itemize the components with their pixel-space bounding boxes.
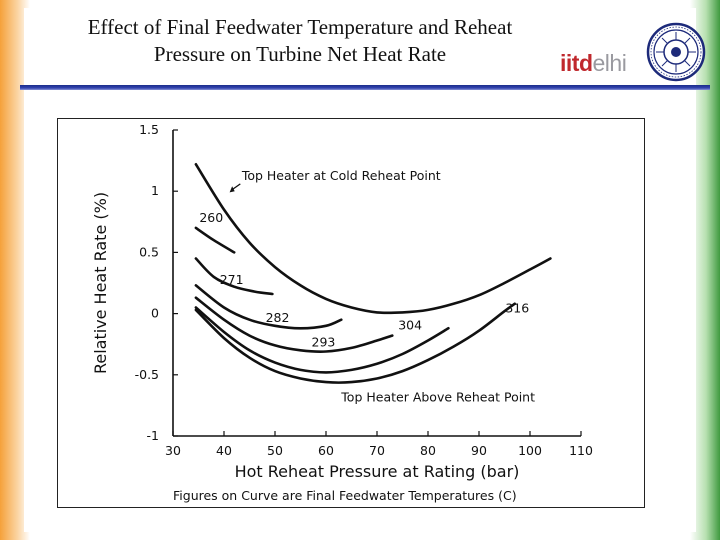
institute-seal-icon (646, 22, 706, 82)
x-tick-label: 90 (471, 443, 487, 458)
x-tick-label: 100 (518, 443, 542, 458)
series-line-293 (194, 296, 394, 353)
annotation-top-heater-cold: Top Heater at Cold Reheat Point (241, 168, 441, 183)
chart-curves (194, 163, 552, 384)
annotation-top-heater-above: Top Heater Above Reheat Point (340, 390, 535, 405)
curve-label-260: 260 (199, 210, 223, 225)
x-axis-title: Hot Reheat Pressure at Rating (bar) (235, 462, 520, 481)
chart-axes: 30 40 50 60 70 80 90 100 110 -1 -0.5 0 0.5 1 1.5 (135, 122, 593, 458)
x-tick-label: 110 (569, 443, 593, 458)
y-tick-label: 0.5 (139, 244, 159, 259)
chart-footnote: Figures on Curve are Final Feedwater Tem… (173, 488, 517, 503)
series-line-260 (194, 226, 236, 254)
x-tick-label: 60 (318, 443, 334, 458)
y-axis-title: Relative Heat Rate (%) (91, 192, 110, 374)
logo-text-part-1: iitd (560, 50, 593, 76)
x-tick-label: 70 (369, 443, 385, 458)
y-tick-label: -1 (147, 428, 159, 443)
chart-labels: Hot Reheat Pressure at Rating (bar) Relat… (91, 168, 535, 503)
title-line-1: Effect of Final Feedwater Temperature an… (87, 15, 513, 39)
chart-frame: 30 40 50 60 70 80 90 100 110 -1 -0.5 0 0.5 1 1.5 Hot R… (57, 118, 645, 508)
y-tick-label: -0.5 (135, 367, 159, 382)
y-tick-label: 1 (151, 183, 159, 198)
x-tick-label: 30 (165, 443, 181, 458)
iitd-logo-text: iitdelhi (560, 50, 627, 77)
series-line-271 (194, 257, 274, 296)
title-underline (20, 85, 710, 90)
x-tick-label: 80 (420, 443, 436, 458)
x-tick-label: 50 (267, 443, 283, 458)
series-line-top-heater-at-cold-reheat-point (194, 163, 552, 315)
curve-label-282: 282 (266, 310, 290, 325)
title-line-2: Pressure on Turbine Net Heat Rate (153, 42, 447, 66)
curve-label-316: 316 (505, 300, 529, 315)
slide-title: Effect of Final Feedwater Temperature an… (0, 14, 600, 68)
y-tick-label: 1.5 (139, 122, 159, 137)
curve-label-271: 271 (220, 272, 244, 287)
series-line-304 (194, 306, 450, 374)
x-tick-label: 40 (216, 443, 232, 458)
series-line-282 (194, 284, 343, 330)
y-tick-label: 0 (151, 306, 159, 321)
annotation-arrow-head (229, 186, 235, 193)
logo-text-part-2: elhi (592, 50, 627, 76)
curve-label-304: 304 (398, 318, 422, 333)
series-line-316 (194, 302, 516, 384)
heat-rate-chart: 30 40 50 60 70 80 90 100 110 -1 -0.5 0 0.5 1 1.5 Hot R… (91, 122, 593, 503)
curve-label-293: 293 (312, 335, 336, 350)
